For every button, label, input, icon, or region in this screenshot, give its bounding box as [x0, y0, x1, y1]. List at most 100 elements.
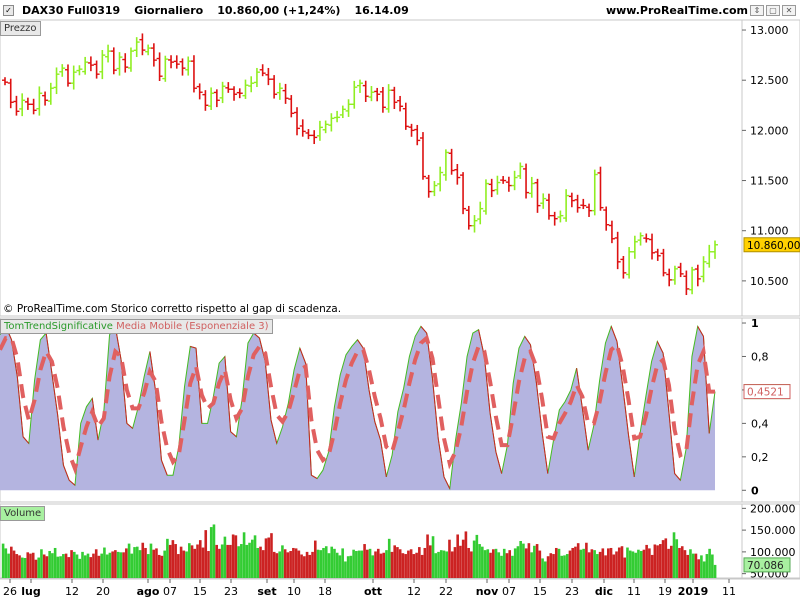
- last-price-value: 10.860,00: [747, 240, 800, 252]
- volume-bar: [623, 557, 627, 578]
- oscillator-falling-segment: [51, 373, 59, 416]
- volume-bar: [516, 546, 520, 578]
- volume-bar: [535, 544, 539, 578]
- x-tick-label: 11: [627, 585, 641, 598]
- price-y-tick-label: 12.500: [750, 74, 789, 87]
- volume-bar: [700, 555, 703, 578]
- volume-bar: [598, 551, 602, 578]
- ohlc-bar: [339, 105, 346, 119]
- volume-bar: [229, 544, 232, 578]
- volume-bar: [127, 543, 131, 578]
- volume-bar: [519, 541, 522, 578]
- volume-bar: [4, 548, 8, 578]
- volume-bar: [270, 533, 273, 578]
- ohlc-bar: [683, 270, 690, 296]
- volume-bar: [552, 554, 555, 578]
- resize-icon[interactable]: ⇕: [750, 5, 764, 16]
- volume-bar: [185, 551, 188, 578]
- volume-bar: [467, 547, 470, 578]
- volume-bar: [483, 550, 487, 578]
- volume-bar: [656, 545, 659, 578]
- volume-bar: [212, 524, 216, 578]
- volume-bar: [626, 547, 629, 578]
- volume-bar: [672, 532, 676, 578]
- ohlc-bar: [460, 172, 467, 215]
- volume-bar: [557, 548, 561, 578]
- volume-bar: [675, 539, 679, 578]
- volume-last-box: [743, 557, 791, 573]
- volume-bar: [615, 551, 618, 578]
- volume-bar: [481, 546, 484, 578]
- volume-bar: [475, 534, 479, 578]
- ohlc-bar: [70, 65, 77, 90]
- volume-bar: [201, 547, 205, 578]
- ema-last-value-box: [743, 384, 791, 400]
- volume-bar: [637, 549, 640, 578]
- oscillator-falling-segment: [489, 413, 497, 452]
- volume-bar: [245, 544, 249, 578]
- oscillator-falling-segment: [656, 341, 664, 354]
- volume-bar: [401, 553, 405, 578]
- ohlc-bar: [603, 206, 610, 231]
- ohlc-bar: [30, 98, 37, 115]
- osc-y-tick-label: 0,8: [751, 350, 769, 363]
- x-tick-label: 23: [565, 585, 579, 598]
- volume-bar: [456, 534, 459, 578]
- volume-bar: [648, 548, 651, 578]
- volume-bar: [376, 548, 380, 578]
- volume-bar: [415, 552, 418, 578]
- ohlc-bar: [649, 233, 656, 260]
- ohlc-bar: [586, 203, 593, 217]
- volume-bar: [26, 552, 30, 578]
- volume-bar: [470, 551, 473, 578]
- osc-y-tick-label: 0: [751, 484, 759, 497]
- volume-bar: [418, 547, 421, 578]
- volume-bar: [86, 553, 90, 578]
- volume-bar: [579, 549, 583, 578]
- volume-bar: [75, 554, 79, 578]
- volume-bar: [445, 551, 449, 578]
- ohlc-bar: [196, 83, 203, 100]
- oscillator-falling-segment: [541, 431, 549, 474]
- oscillator-falling-segment: [368, 389, 376, 422]
- price-y-tick-label: 12.000: [750, 124, 789, 137]
- oscillator-series-label: TomTrendSignificative: [4, 321, 113, 332]
- volume-bar: [23, 557, 27, 578]
- collapse-checkbox[interactable]: ✓: [3, 5, 14, 16]
- volume-bar: [193, 548, 197, 578]
- copyright-note: © ProRealTime.com Storico corretto rispe…: [3, 303, 342, 315]
- close-icon[interactable]: ✕: [782, 5, 796, 16]
- oscillator-falling-segment: [431, 378, 439, 439]
- osc-y-tick-label: 0,2: [751, 451, 769, 464]
- x-tick-label: 19: [658, 585, 672, 598]
- ohlc-bar: [24, 97, 31, 110]
- last-price-box: [743, 237, 800, 253]
- ohlc-bar: [437, 166, 444, 192]
- volume-bar: [15, 554, 19, 578]
- volume-bar: [196, 544, 199, 578]
- time-label: 16.14.09: [354, 4, 409, 17]
- volume-bar: [585, 542, 588, 578]
- x-tick-label: 11: [722, 585, 736, 598]
- ohlc-bar: [87, 56, 94, 72]
- volume-bar: [278, 551, 281, 578]
- ohlc-bar: [345, 99, 352, 117]
- ohlc-bar: [511, 170, 518, 191]
- volume-bar: [371, 555, 375, 578]
- volume-bar: [174, 544, 177, 578]
- volume-bar: [398, 549, 402, 578]
- ohlc-bar: [643, 233, 650, 243]
- volume-bar: [708, 548, 711, 578]
- oscillator-falling-segment: [437, 438, 445, 477]
- volume-bar: [253, 535, 257, 578]
- maximize-icon[interactable]: ▢: [766, 5, 780, 16]
- volume-bar: [207, 551, 210, 578]
- volume-bar: [308, 554, 312, 578]
- volume-bar: [565, 554, 569, 578]
- volume-bar: [631, 551, 635, 578]
- ohlc-bar: [631, 235, 638, 259]
- x-tick-label: 07: [163, 585, 177, 598]
- volume-bar: [505, 553, 509, 578]
- ohlc-bar: [225, 82, 232, 93]
